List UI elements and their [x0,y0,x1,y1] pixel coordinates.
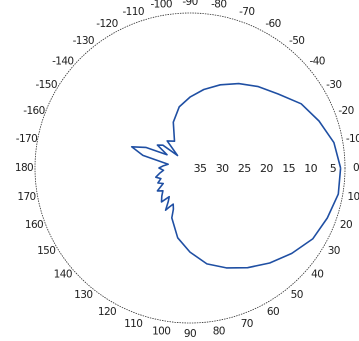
angle-tick-label: 80 [213,326,225,338]
angle-tick-label: -70 [239,6,254,18]
angle-tick-label: 90 [184,328,196,340]
angle-tick-label: 150 [37,245,55,257]
angle-tick-label: -140 [52,55,73,67]
angle-tick-label: 20 [340,219,352,231]
angle-tick-label: -20 [338,105,353,117]
angle-tick-label: -50 [289,35,304,47]
radial-tick-label: 25 [238,162,251,175]
angle-tick-label: 30 [328,245,340,257]
angle-tick-label: 180 [15,162,33,174]
angle-tick-label: -40 [310,55,325,67]
angle-tick-label: 40 [311,269,323,281]
angle-tick-label: 100 [152,326,170,338]
radial-tick-labels: 35 30 25 20 15 10 5 [194,162,338,175]
radial-tick-label: 20 [260,162,273,175]
angle-tick-label: -60 [265,18,280,30]
radial-tick-label: 5 [330,162,337,175]
angle-tick-label: 120 [98,306,116,318]
radial-tick-label: 10 [304,162,317,175]
angle-tick-label: 60 [267,306,279,318]
angle-tick-label: 170 [17,191,35,203]
angle-tick-label: 0 [353,162,359,174]
radiation-pattern-line [130,82,342,269]
angle-tick-label: -10 [346,133,359,145]
angle-tick-label: 160 [25,219,43,231]
angle-tick-label: 140 [54,269,72,281]
angle-tick-label: 10 [347,191,359,203]
angle-tick-label: -100 [150,0,171,11]
angle-tick-label: 50 [291,289,303,301]
outer-boundary-circle [34,12,346,324]
angle-tick-label: -130 [73,35,94,47]
radial-tick-label: 15 [282,162,295,175]
angle-tick-label: -150 [35,79,56,91]
angle-tick-label: -160 [23,105,44,117]
angle-tick-label: -90 [182,0,197,8]
angle-tick-label: 110 [124,318,142,330]
angle-tick-label: 130 [74,289,92,301]
angle-tick-label: -120 [96,18,117,30]
angle-tick-label: -30 [326,79,341,91]
radial-tick-label: 30 [216,162,229,175]
angle-tick-label: 70 [241,318,253,330]
radial-tick-label: 35 [194,162,207,175]
angle-tick-label: -170 [16,133,37,145]
angle-tick-label: -80 [211,0,226,11]
angle-tick-label: -110 [122,6,143,18]
